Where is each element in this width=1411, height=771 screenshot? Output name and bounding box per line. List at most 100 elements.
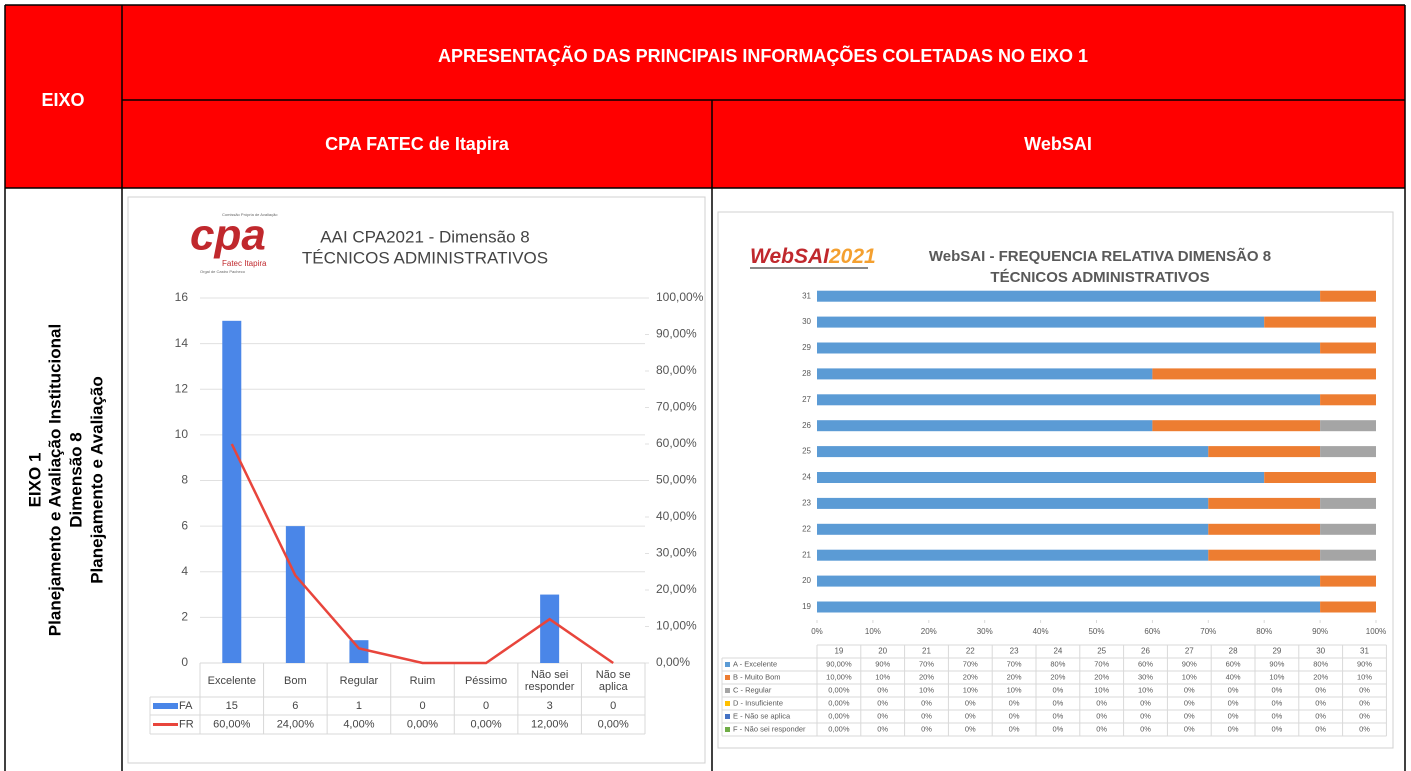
table-value: 4,00%	[343, 718, 374, 730]
bar-segment	[817, 394, 1321, 406]
legend-key	[725, 688, 730, 693]
table-value: 90%	[1357, 659, 1372, 668]
table-value: 0%	[1140, 711, 1151, 720]
bar-segment	[817, 446, 1209, 458]
table-value: 90%	[1182, 659, 1197, 668]
logo-underline	[750, 267, 868, 269]
table-title: APRESENTAÇÃO DAS PRINCIPAIS INFORMAÇÕES …	[438, 45, 1088, 66]
table-value: 20%	[1050, 672, 1065, 681]
x-tick-label: 40%	[1033, 627, 1049, 636]
x-tick-label: Péssimo	[464, 674, 508, 687]
table-value: 0%	[877, 724, 888, 733]
y-tick-label: 22	[802, 524, 811, 533]
y2-tick-label: 30,00%	[656, 546, 697, 560]
bar-segment	[1152, 368, 1376, 380]
y-tick-label: 10	[175, 427, 189, 441]
bar-segment	[817, 342, 1321, 354]
table-value: 0,00%	[470, 718, 501, 730]
x-tick-label: Não sei responder	[524, 668, 575, 693]
x-category: Ruim	[409, 674, 436, 687]
table-value: 3	[547, 700, 553, 712]
y-tick-label: 12	[175, 381, 189, 395]
table-value: 80%	[1050, 659, 1065, 668]
chart-title: AAI CPA2021 - Dimensão 8	[320, 227, 529, 246]
eixo-header: EIXO	[41, 90, 84, 110]
x-tick-label: 10%	[865, 627, 881, 636]
table-value: 0%	[1359, 711, 1370, 720]
table-value: 0%	[1184, 711, 1195, 720]
y2-tick-label: 70,00%	[656, 400, 697, 414]
bar-segment	[1264, 316, 1376, 328]
chart-subtitle: TÉCNICOS ADMINISTRATIVOS	[302, 248, 548, 267]
bar-segment	[1320, 342, 1376, 354]
table-value: 20%	[1094, 672, 1109, 681]
table-value: 24,00%	[277, 718, 315, 730]
table-value: 0%	[921, 711, 932, 720]
table-value: 0%	[1009, 711, 1020, 720]
table-value: 10,00%	[826, 672, 852, 681]
table-header: 20	[878, 647, 887, 656]
table-value: 0%	[1271, 724, 1282, 733]
table-value: 70%	[1094, 659, 1109, 668]
bar-segment	[1320, 446, 1376, 458]
table-value: 10%	[1094, 685, 1109, 694]
y2-tick-label: 50,00%	[656, 473, 697, 487]
table-value: 90%	[1269, 659, 1284, 668]
table-header: 31	[1360, 647, 1369, 656]
table-value: 0%	[877, 711, 888, 720]
x-tick-label: 100%	[1366, 627, 1386, 636]
table-value: 60%	[1138, 659, 1153, 668]
y2-tick-label: 40,00%	[656, 509, 697, 523]
table-value: 80%	[1313, 659, 1328, 668]
bar-segment	[1152, 420, 1321, 432]
table-value: 0%	[1009, 698, 1020, 707]
y-tick-label: 21	[802, 550, 811, 559]
table-value: 15	[226, 700, 238, 712]
table-value: 0%	[1228, 724, 1239, 733]
table-value: 0	[419, 700, 425, 712]
table-value: 0%	[1140, 724, 1151, 733]
bar-segment	[1320, 394, 1376, 406]
table-header: 25	[1097, 647, 1106, 656]
table-value: 0%	[1228, 685, 1239, 694]
table-value: 60%	[1226, 659, 1241, 668]
logo-caption: Fatec Itapira	[222, 259, 267, 268]
column-header: CPA FATEC de Itapira	[325, 134, 510, 154]
x-tick-label: 50%	[1088, 627, 1104, 636]
x-category: Regular	[340, 675, 379, 687]
y-tick-label: 31	[802, 291, 811, 300]
x-tick-label: Ruim	[409, 674, 436, 687]
y2-tick-label: 60,00%	[656, 436, 697, 450]
table-value: 10%	[1357, 672, 1372, 681]
bar-segment	[817, 575, 1321, 587]
table-header: 24	[1053, 647, 1062, 656]
row-label-line: Planejamento e Avaliação Institucional	[45, 324, 64, 636]
bar-segment	[1320, 575, 1376, 587]
table-value: 20%	[1007, 672, 1022, 681]
table-value: 20%	[919, 672, 934, 681]
x-tick-label: Bom	[284, 674, 307, 687]
bar-segment	[817, 368, 1153, 380]
bar-segment	[1320, 290, 1376, 302]
table-value: 0%	[1009, 724, 1020, 733]
table-value: 0%	[1096, 724, 1107, 733]
y-tick-label: 25	[802, 447, 811, 456]
table-value: 0%	[1359, 698, 1370, 707]
legend-label: FA	[179, 700, 193, 712]
bar-segment	[1208, 497, 1321, 509]
table-header: 28	[1229, 647, 1238, 656]
table-value: 10%	[963, 685, 978, 694]
table-value: 0%	[1096, 698, 1107, 707]
row-label-line: Dimensão 8	[66, 432, 85, 527]
bar-segment	[1208, 549, 1321, 561]
table-value: 10%	[875, 672, 890, 681]
table-value: 0,00%	[828, 698, 850, 707]
table-value: 0,00%	[598, 718, 629, 730]
legend-label: FR	[179, 718, 194, 730]
bar	[540, 594, 560, 663]
y-tick-label: 28	[802, 369, 811, 378]
table-value: 0,00%	[828, 685, 850, 694]
table-value: 1	[356, 700, 362, 712]
